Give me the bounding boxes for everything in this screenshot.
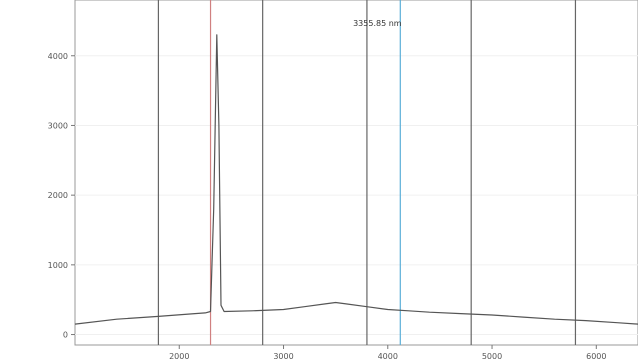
series-line-0 [74, 34, 638, 325]
y-tick-label-4: 4000 [48, 52, 68, 61]
y-tick-label-2: 2000 [48, 191, 68, 200]
x-tick-label-2: 4000 [378, 352, 398, 361]
plot-area [74, 0, 638, 346]
x-tick-label-1: 3000 [273, 352, 293, 361]
x-tick-label-3: 5000 [482, 352, 502, 361]
annotation-label-0: 3355.85 nm [353, 19, 402, 28]
y-tick-label-0: 0 [63, 331, 68, 340]
vertical-markers [157, 0, 577, 345]
y-tick-label-1: 1000 [48, 261, 68, 270]
grid-lines [75, 55, 638, 336]
y-axis-ticks: 0 1000 2000 3000 4000 [48, 52, 75, 340]
series-lines [74, 34, 638, 325]
y-tick-label-3: 3000 [48, 121, 68, 130]
x-axis-ticks: 2000 3000 4000 5000 6000 [169, 345, 606, 361]
x-tick-label-4: 6000 [586, 352, 606, 361]
x-tick-label-0: 2000 [169, 352, 189, 361]
annotations: 3355.85 nm [353, 19, 402, 28]
